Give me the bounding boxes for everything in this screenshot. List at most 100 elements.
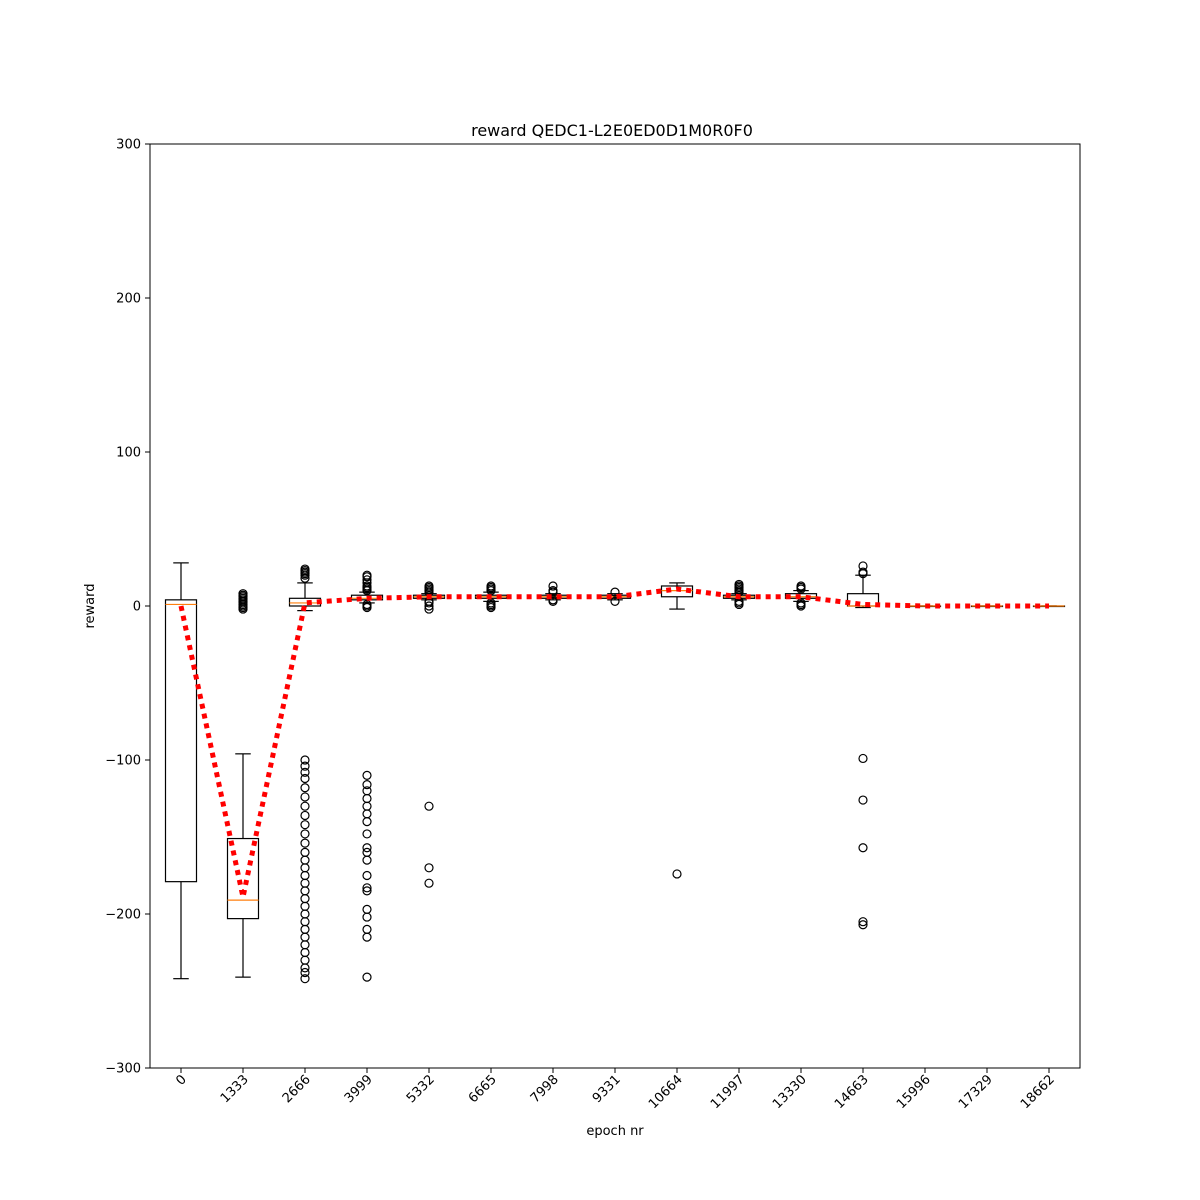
- outlier-point: [548, 585, 558, 596]
- outlier-point: [362, 904, 372, 914]
- x-tick-label: 7998: [528, 1072, 562, 1106]
- x-tick-label: 15996: [894, 1072, 934, 1112]
- box-5332: [412, 581, 446, 888]
- x-tick-label: 10664: [646, 1072, 686, 1112]
- x-tick-label: 11997: [708, 1072, 748, 1112]
- y-tick-label: 0: [133, 600, 141, 615]
- x-tick-label: 3999: [342, 1072, 376, 1106]
- x-axis: 0 1333 2666 3999 5332 6665 7998 9331 10664 11997 1…: [173, 1068, 1058, 1112]
- outlier-point: [362, 793, 372, 804]
- outlier-point: [362, 829, 372, 839]
- box-body: [784, 593, 818, 599]
- outlier-point: [362, 870, 372, 881]
- outlier-point: [424, 878, 434, 888]
- x-tick-label: 0: [173, 1072, 189, 1088]
- outlier-point: [300, 847, 310, 858]
- outlier-point: [858, 843, 868, 853]
- box-10664: [660, 582, 694, 879]
- outlier-point: [362, 847, 372, 858]
- y-tick-label: −100: [105, 754, 141, 769]
- x-tick-label: 9331: [590, 1072, 624, 1106]
- outlier-point: [548, 581, 558, 591]
- outlier-point: [300, 955, 310, 965]
- outlier-point: [300, 810, 310, 821]
- outlier-point: [300, 901, 310, 911]
- outlier-point: [300, 820, 310, 830]
- y-tick-label: 300: [116, 138, 141, 153]
- outlier-point: [858, 567, 868, 577]
- outlier-point: [300, 878, 310, 888]
- y-tick-label: 100: [116, 446, 141, 461]
- outlier-point: [300, 767, 310, 777]
- outlier-point: [300, 924, 310, 935]
- outlier-point: [300, 940, 310, 950]
- outlier-point: [362, 972, 372, 982]
- outlier-point: [362, 575, 372, 585]
- y-tick-label: 200: [116, 292, 141, 307]
- outlier-point: [858, 795, 868, 805]
- outlier-point: [238, 589, 248, 599]
- outlier-point: [300, 829, 310, 839]
- box-9331: [598, 587, 632, 606]
- plot-area: [164, 561, 1066, 984]
- x-tick-label: 1333: [218, 1072, 252, 1106]
- mean-dotted-line: [178, 586, 1049, 898]
- outlier-point: [362, 883, 372, 893]
- outlier-point: [362, 932, 372, 942]
- x-tick-label: 13330: [770, 1072, 810, 1112]
- x-tick-label: 2666: [280, 1072, 314, 1106]
- outlier-point: [300, 801, 310, 811]
- outlier-point: [300, 974, 310, 984]
- box-0: [164, 562, 198, 980]
- outlier-point: [300, 761, 310, 771]
- outlier-point: [362, 786, 372, 796]
- outlier-point: [362, 570, 372, 580]
- outlier-point: [424, 601, 434, 611]
- outlier-point: [300, 963, 310, 973]
- outlier-point: [734, 579, 744, 590]
- outlier-point: [362, 801, 372, 811]
- x-tick-label: 18662: [1018, 1072, 1058, 1112]
- x-axis-label: epoch nr: [586, 1124, 644, 1139]
- y-axis: −300 −200 −100 0 100 200 300: [105, 138, 150, 1077]
- outlier-point: [858, 561, 868, 571]
- outlier-point: [796, 598, 806, 608]
- outlier-point: [796, 581, 806, 591]
- x-tick-label: 6665: [466, 1072, 500, 1106]
- outlier-point: [858, 917, 868, 927]
- outlier-point: [362, 924, 372, 935]
- box-3999: [350, 570, 384, 982]
- outlier-point: [300, 838, 310, 848]
- outlier-point: [300, 755, 310, 765]
- outlier-point: [300, 855, 310, 865]
- box-body: [164, 599, 198, 883]
- outlier-point: [610, 587, 620, 597]
- outlier-point: [362, 816, 372, 827]
- outlier-point: [362, 855, 372, 865]
- y-axis-label: reward: [83, 583, 98, 628]
- outlier-point: [486, 581, 496, 591]
- box-13330: [784, 581, 818, 611]
- outlier-point: [300, 893, 310, 904]
- outlier-point: [300, 863, 310, 873]
- outlier-point: [362, 912, 372, 922]
- y-tick-label: −300: [105, 1062, 141, 1077]
- y-tick-label: −200: [105, 908, 141, 923]
- box-11997: [722, 579, 756, 610]
- outlier-point: [858, 920, 868, 930]
- outlier-point: [300, 783, 310, 793]
- box-14663: [846, 561, 880, 930]
- outlier-point: [424, 863, 434, 873]
- outlier-point: [300, 773, 310, 784]
- outlier-point: [300, 870, 310, 881]
- box-1333: [226, 589, 260, 978]
- x-tick-label: 14663: [832, 1072, 872, 1112]
- outlier-point: [362, 843, 372, 853]
- outlier-point: [672, 869, 682, 879]
- outlier-point: [362, 886, 372, 896]
- outlier-point: [300, 947, 310, 958]
- x-tick-label: 17329: [956, 1072, 996, 1112]
- chart-title: reward QEDC1-L2E0ED0D1M0R0F0: [471, 121, 753, 140]
- outlier-point: [300, 917, 310, 927]
